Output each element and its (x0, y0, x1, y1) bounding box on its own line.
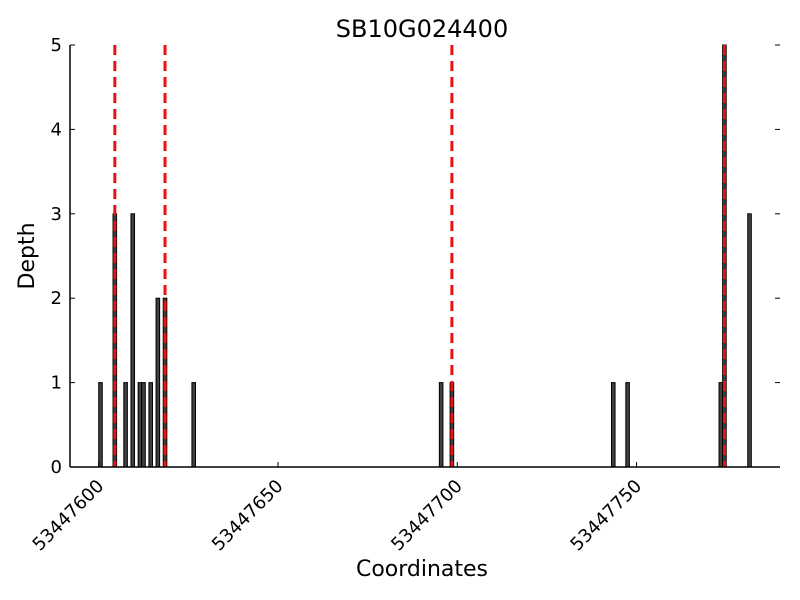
y-axis-title: Depth (15, 222, 40, 289)
x-axis-title: Coordinates (356, 557, 488, 582)
bar (438, 382, 444, 468)
x-tick-label: 53447600 (29, 476, 109, 556)
x-tick-label: 53447650 (208, 476, 288, 556)
y-tick-label: 5 (51, 35, 62, 56)
bar (130, 213, 136, 468)
x-tick-label: 53447700 (387, 476, 467, 556)
bar (718, 382, 724, 468)
bar (747, 213, 752, 468)
bar (155, 297, 161, 468)
marker-group (113, 45, 726, 467)
bar (148, 382, 153, 468)
y-tick-label: 0 (51, 457, 62, 478)
axes (69, 45, 780, 468)
y-tick-label: 4 (51, 119, 62, 140)
bar (191, 382, 197, 468)
bar (610, 382, 616, 468)
bar (625, 382, 630, 468)
bar (141, 382, 146, 468)
y-tick-label: 2 (51, 288, 62, 309)
bar (98, 382, 103, 468)
bar (137, 382, 143, 468)
tick-group: 0 1 2 3 4 5 53447600 53447650 53447700 53447750 (29, 35, 780, 555)
chart-title: SB10G024400 (336, 15, 508, 43)
y-tick-label: 3 (51, 204, 62, 225)
y-tick-label: 1 (51, 373, 62, 394)
x-tick-label: 53447750 (566, 476, 646, 556)
bar (123, 382, 128, 468)
bar-group (98, 44, 752, 468)
